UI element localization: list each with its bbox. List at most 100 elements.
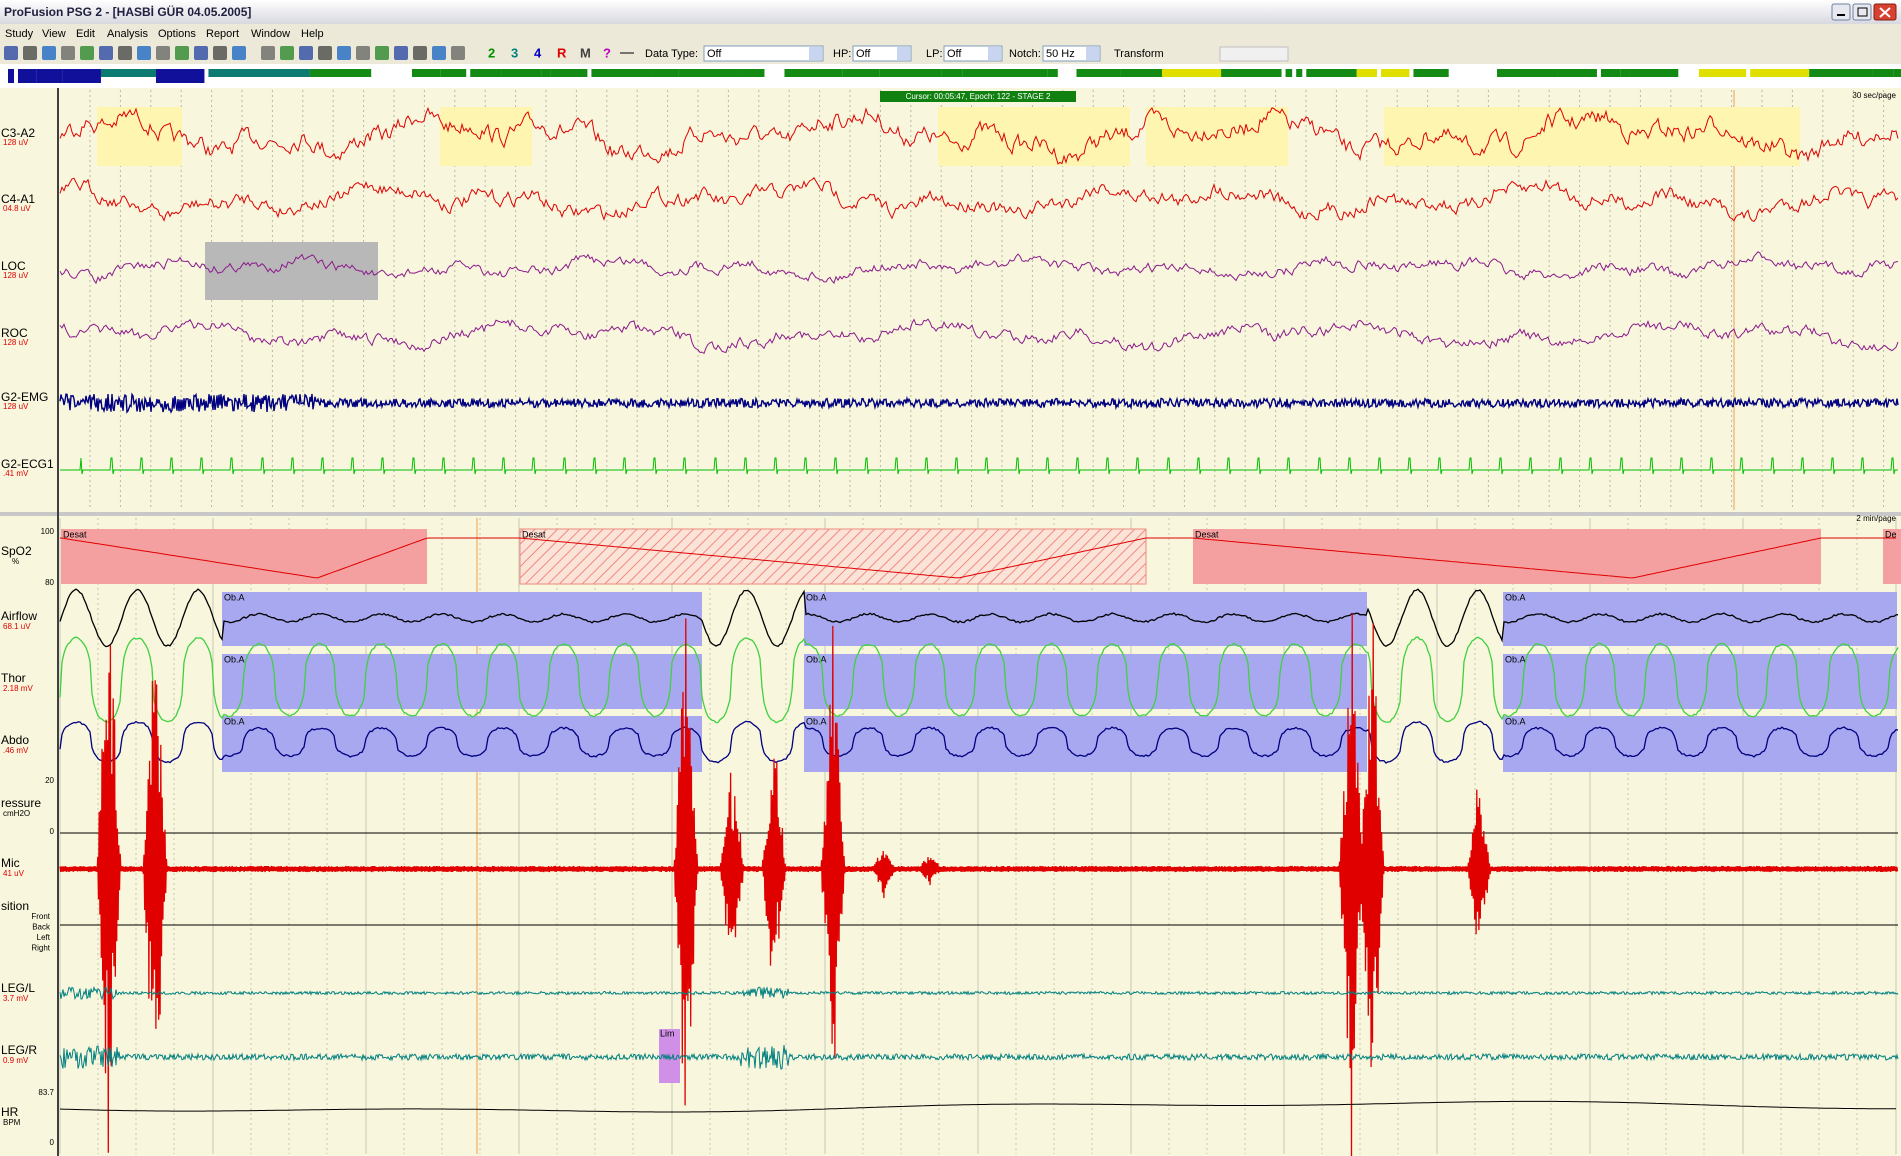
arousal-highlight	[440, 107, 532, 166]
toolbar-icon[interactable]	[318, 46, 332, 60]
spo2-trace	[59, 537, 1896, 579]
window-controls[interactable]	[1831, 3, 1897, 21]
toolbar-icon[interactable]	[280, 46, 294, 60]
selection-box	[205, 242, 378, 300]
hypnogram-segment	[764, 69, 785, 77]
hypnogram-segment	[1497, 69, 1558, 77]
filter-label: Data Type:	[645, 48, 698, 60]
toolbar-icon[interactable]	[375, 46, 389, 60]
channel-label: Airflow	[1, 609, 37, 623]
menu-item[interactable]: View	[42, 28, 66, 40]
hypnogram-segment	[1306, 69, 1357, 77]
scale-label: 83.7	[38, 1088, 54, 1097]
menu-item[interactable]: Options	[158, 28, 196, 40]
event-label: Desat	[63, 529, 87, 539]
event-label: Ob.A	[224, 654, 245, 664]
menu-item[interactable]: Report	[206, 28, 239, 40]
toolbar-icon[interactable]	[61, 46, 75, 60]
toolbar-icon[interactable]	[213, 46, 227, 60]
channel-label: Mic	[1, 856, 20, 870]
position-label: Front	[31, 912, 50, 921]
event-label: Ob.A	[224, 716, 245, 726]
hypnogram-segment	[1120, 69, 1163, 77]
page-scale: 30 sec/page	[1852, 91, 1896, 100]
respiration-trace	[59, 588, 1899, 648]
hypnogram-segment	[1698, 69, 1747, 77]
hypnogram-segment	[62, 69, 101, 83]
event-label: Desat	[522, 529, 546, 539]
event-label: De	[1885, 529, 1897, 539]
eeg-trace	[59, 251, 1899, 285]
filter-select[interactable]	[943, 45, 1003, 62]
toolbar-button[interactable]: 4	[534, 45, 542, 60]
filter-select[interactable]	[1042, 45, 1101, 62]
hypnogram-segment	[591, 69, 652, 77]
hypnogram-segment	[738, 69, 765, 77]
toolbar-icon[interactable]	[194, 46, 208, 60]
toolbar-icon[interactable]	[432, 46, 446, 60]
toolbar-icon[interactable]	[156, 46, 170, 60]
toolbar-icon[interactable]	[451, 46, 465, 60]
menu-item[interactable]: Analysis	[107, 28, 148, 40]
cursor-badge	[880, 91, 1076, 102]
hypnogram-segment	[1381, 69, 1410, 77]
event-label: Ob.A	[1505, 654, 1526, 664]
desat-event	[1193, 529, 1821, 584]
toolbar-button[interactable]: M	[580, 45, 591, 60]
toolbar-button[interactable]: R	[557, 45, 567, 60]
mic-trace	[59, 613, 1899, 1156]
dropdown-button[interactable]	[988, 47, 1001, 60]
menu-bar	[0, 24, 1901, 42]
dropdown-button[interactable]	[1086, 47, 1099, 60]
event-label: Ob.A	[806, 654, 827, 664]
toolbar-button[interactable]: ?	[603, 45, 611, 60]
hypnogram-segment	[1448, 69, 1494, 77]
menu-item[interactable]: Help	[301, 28, 324, 40]
toolbar-icon[interactable]	[4, 46, 18, 60]
dropdown-button[interactable]	[809, 47, 822, 60]
toolbar-icon[interactable]	[137, 46, 151, 60]
toolbar-button[interactable]: 2	[488, 45, 495, 60]
toolbar-icon[interactable]	[337, 46, 351, 60]
channel-label: Abdo	[1, 733, 29, 747]
panel-splitter	[0, 512, 1901, 516]
filter-select[interactable]	[703, 45, 824, 62]
toolbar-icon[interactable]	[356, 46, 370, 60]
toolbar-icon[interactable]	[261, 46, 275, 60]
toolbar-button[interactable]: 3	[511, 45, 518, 60]
hypnogram-segment	[1750, 69, 1810, 77]
hypnogram-segment	[8, 69, 15, 83]
event-label: Desat	[1195, 529, 1219, 539]
toolbar-icon[interactable]	[42, 46, 56, 60]
hypnogram-segment	[550, 69, 588, 77]
hypnogram-segment	[962, 69, 989, 77]
title-bar	[0, 0, 1901, 24]
filter-select[interactable]	[852, 45, 912, 62]
menu-item[interactable]: Window	[251, 28, 290, 40]
toolbar-icon[interactable]	[413, 46, 427, 60]
toolbar-icon[interactable]	[299, 46, 313, 60]
event-label: Lim	[660, 1028, 675, 1038]
hypnogram-segment	[1221, 69, 1282, 77]
menu-item[interactable]: Edit	[76, 28, 95, 40]
hypnogram-segment	[100, 69, 156, 77]
hypnogram-segment	[36, 69, 63, 83]
toolbar-icon[interactable]	[232, 46, 246, 60]
toolbar-icon[interactable]	[175, 46, 189, 60]
toolbar-icon[interactable]	[99, 46, 113, 60]
arousal-highlight	[938, 107, 1130, 166]
arousal-highlight	[1384, 107, 1800, 166]
obstructive-apnea-event	[1503, 716, 1897, 772]
scale-label: 20	[45, 776, 54, 785]
dropdown-button[interactable]	[897, 47, 910, 60]
hypnogram-segment	[1809, 69, 1873, 77]
toolbar-icon[interactable]	[394, 46, 408, 60]
page-scale: 2 min/page	[1856, 514, 1896, 523]
toolbar-icon[interactable]	[80, 46, 94, 60]
menu-item[interactable]: Study	[5, 28, 34, 40]
toolbar-icon[interactable]	[23, 46, 37, 60]
obstructive-apnea-event	[804, 654, 1367, 709]
toolbar-icon[interactable]	[118, 46, 132, 60]
